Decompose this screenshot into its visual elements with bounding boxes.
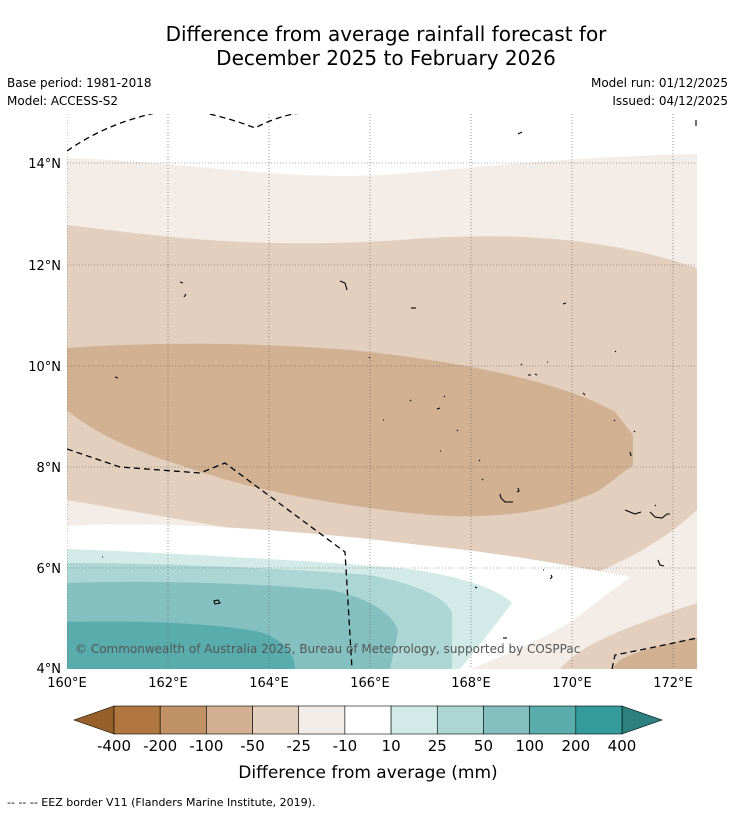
lon-tick-labels: 160°E 162°E 164°E 166°E 168°E 170°E 172°… [47, 676, 693, 691]
contour-band-pos100 [67, 621, 295, 669]
colorbar-segment [113, 705, 161, 735]
eez-footnote: -- -- -- EEZ border V11 (Flanders Marine… [7, 796, 316, 809]
meta-left: Base period: 1981-2018 Model: ACCESS-S2 [7, 74, 152, 110]
colorbar-segment [344, 705, 392, 735]
colorbar-segment [529, 705, 577, 735]
lon-tick-172e: 172°E [653, 676, 693, 691]
colorbar-label: 100 [515, 737, 544, 755]
colorbar: -400 -200 -100 -50 -25 -10 10 25 50 100 200 400 Dif… [73, 705, 663, 783]
colorbar-segment [298, 705, 346, 735]
lon-tick-168e: 168°E [451, 676, 491, 691]
colorbar-segment [436, 705, 484, 735]
lat-tick-8n: 8°N [37, 461, 62, 476]
colorbar-left-arrow [73, 705, 115, 735]
colorbar-segment [252, 705, 300, 735]
colorbar-label: -10 [333, 737, 358, 755]
lon-tick-166e: 166°E [350, 676, 390, 691]
colorbar-label: -400 [97, 737, 131, 755]
colorbar-label: 200 [561, 737, 590, 755]
issued-text: Issued: 04/12/2025 [612, 94, 728, 108]
colorbar-segment [483, 705, 530, 735]
title-line-1: Difference from average rainfall forecas… [165, 22, 607, 46]
contour-fills: © Commonwealth of Australia 2025, Bureau… [67, 114, 697, 669]
contour-band-neg50 [67, 343, 633, 517]
colorbar-label: -200 [143, 737, 177, 755]
colorbar-label: 400 [608, 737, 637, 755]
lat-tick-4n: 4°N [37, 662, 62, 677]
colorbar-segment [206, 705, 253, 735]
model-run-text: Model run: 01/12/2025 [590, 76, 728, 90]
eez-border-north [67, 114, 298, 152]
chart-title: Difference from average rainfall forecas… [0, 22, 736, 70]
lon-tick-162e: 162°E [148, 676, 188, 691]
colorbar-right-arrow [621, 705, 663, 735]
copyright-text: © Commonwealth of Australia 2025, Bureau… [75, 642, 580, 656]
base-period-text: Base period: 1981-2018 [7, 76, 152, 90]
colorbar-labels: -400 -200 -100 -50 -25 -10 10 25 50 100 200 400 [97, 737, 636, 755]
lat-tick-10n: 10°N [28, 360, 61, 375]
eez-border-southeast [611, 637, 697, 669]
eez-borders [67, 114, 697, 669]
colorbar-label: -25 [286, 737, 311, 755]
colorbar-label: 50 [474, 737, 493, 755]
gridlines [67, 114, 697, 669]
lon-tick-170e: 170°E [552, 676, 592, 691]
colorbar-title: Difference from average (mm) [238, 763, 497, 783]
colorbar-label: 10 [382, 737, 401, 755]
colorbar-label: -50 [240, 737, 265, 755]
lat-tick-12n: 12°N [28, 259, 61, 274]
islands [102, 120, 697, 639]
colorbar-segments [113, 705, 623, 735]
colorbar-label: 25 [428, 737, 447, 755]
lon-tick-164e: 164°E [249, 676, 289, 691]
colorbar-label: -100 [189, 737, 223, 755]
title-line-2: December 2025 to February 2026 [216, 46, 556, 70]
lat-tick-14n: 14°N [28, 157, 61, 172]
colorbar-segment [159, 705, 207, 735]
lon-tick-160e: 160°E [47, 676, 87, 691]
colorbar-segment [575, 705, 623, 735]
lat-tick-labels: 14°N 12°N 10°N 8°N 6°N 4°N [28, 157, 61, 677]
model-text: Model: ACCESS-S2 [7, 94, 119, 108]
eez-border-west [67, 448, 353, 669]
colorbar-segment [390, 705, 438, 735]
lat-tick-6n: 6°N [37, 562, 62, 577]
contour-band-lower-right-neg50 [612, 638, 697, 669]
meta-right: Model run: 01/12/2025 Issued: 04/12/2025 [591, 74, 728, 110]
